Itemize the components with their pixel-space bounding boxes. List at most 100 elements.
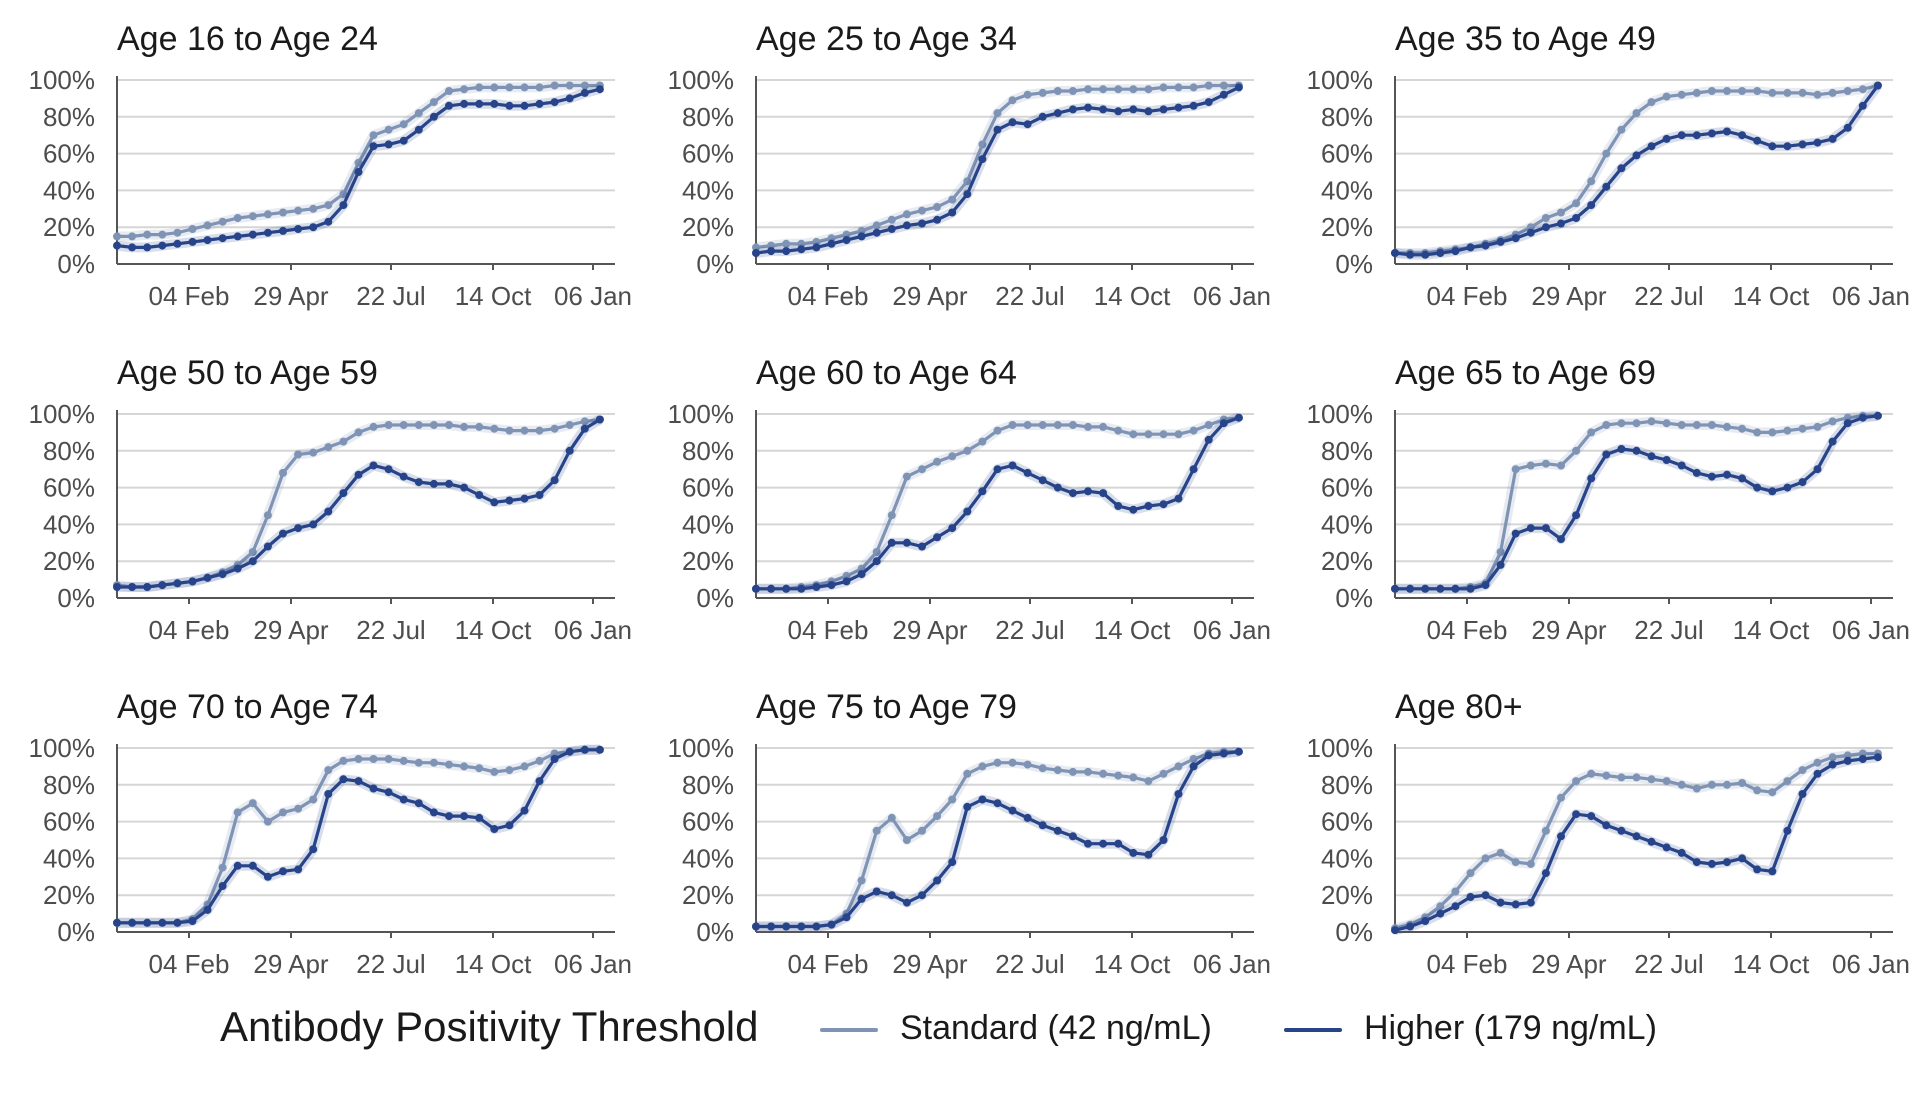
data-point-standard-42-ng-ml xyxy=(354,158,363,167)
data-point-standard-42-ng-ml xyxy=(429,98,438,107)
data-point-higher-179-ng-ml xyxy=(1813,138,1822,147)
data-point-higher-179-ng-ml xyxy=(933,533,942,542)
data-point-higher-179-ng-ml xyxy=(1662,456,1671,464)
data-point-higher-179-ng-ml xyxy=(1828,760,1837,769)
x-tick-label: 06 Jan xyxy=(554,281,632,311)
data-point-higher-179-ng-ml xyxy=(1707,129,1716,138)
x-tick-label: 29 Apr xyxy=(253,615,329,645)
data-point-standard-42-ng-ml xyxy=(279,808,287,817)
data-point-standard-42-ng-ml xyxy=(520,426,529,435)
data-point-higher-179-ng-ml xyxy=(752,584,760,593)
data-point-higher-179-ng-ml xyxy=(158,581,167,590)
data-point-higher-179-ng-ml xyxy=(1843,419,1852,428)
data-point-standard-42-ng-ml xyxy=(1023,760,1032,769)
data-point-standard-42-ng-ml xyxy=(263,817,272,826)
data-point-higher-179-ng-ml xyxy=(978,487,987,496)
data-point-higher-179-ng-ml xyxy=(339,775,348,784)
data-point-standard-42-ng-ml xyxy=(1798,88,1807,97)
data-point-higher-179-ng-ml xyxy=(857,232,866,241)
data-point-higher-179-ng-ml xyxy=(158,918,167,927)
data-point-higher-179-ng-ml xyxy=(1038,476,1047,485)
data-point-higher-179-ng-ml xyxy=(1008,461,1017,470)
data-point-standard-42-ng-ml xyxy=(1219,81,1228,90)
data-point-higher-179-ng-ml xyxy=(1008,806,1017,815)
y-tick-label: 40% xyxy=(682,175,734,205)
panel-title-age-65-to-age-69: Age 65 to Age 69 xyxy=(1395,354,1656,392)
data-point-higher-179-ng-ml xyxy=(475,99,484,108)
data-point-standard-42-ng-ml xyxy=(1526,859,1535,868)
data-point-higher-179-ng-ml xyxy=(1798,478,1807,487)
data-point-higher-179-ng-ml xyxy=(384,140,393,149)
data-point-higher-179-ng-ml xyxy=(550,476,559,485)
data-point-standard-42-ng-ml xyxy=(1783,88,1792,97)
data-point-standard-42-ng-ml xyxy=(948,795,957,804)
data-point-higher-179-ng-ml xyxy=(887,891,896,900)
data-point-standard-42-ng-ml xyxy=(1632,419,1641,428)
series-ribbon-standard-42-ng-ml xyxy=(1395,410,1878,594)
panel-title-age-16-to-age-24: Age 16 to Age 24 xyxy=(117,20,378,58)
y-tick-label: 60% xyxy=(682,807,734,837)
y-tick-label: 100% xyxy=(29,399,96,429)
data-point-higher-179-ng-ml xyxy=(460,812,469,821)
y-tick-label: 60% xyxy=(43,473,95,503)
data-point-standard-42-ng-ml xyxy=(1753,786,1762,795)
data-point-standard-42-ng-ml xyxy=(1144,777,1153,786)
data-point-standard-42-ng-ml xyxy=(1813,758,1822,767)
y-tick-label: 80% xyxy=(43,436,95,466)
data-point-standard-42-ng-ml xyxy=(1768,428,1777,437)
x-tick-label: 06 Jan xyxy=(1832,949,1910,979)
panel-age-60-to-age-64: Age 60 to Age 64 0% 20% 40% 60% 80% 100% 04 Feb… xyxy=(668,354,1272,645)
data-point-higher-179-ng-ml xyxy=(1783,826,1792,835)
data-point-standard-42-ng-ml xyxy=(1189,426,1198,435)
data-point-standard-42-ng-ml xyxy=(1707,421,1716,429)
data-point-higher-179-ng-ml xyxy=(1406,250,1415,259)
data-point-higher-179-ng-ml xyxy=(1798,140,1807,149)
data-point-standard-42-ng-ml xyxy=(1723,422,1731,431)
data-point-higher-179-ng-ml xyxy=(218,234,227,243)
data-point-higher-179-ng-ml xyxy=(1114,107,1123,116)
data-point-standard-42-ng-ml xyxy=(475,83,484,92)
data-point-higher-179-ng-ml xyxy=(1692,468,1701,477)
data-point-higher-179-ng-ml xyxy=(1858,101,1867,110)
data-point-higher-179-ng-ml xyxy=(1391,926,1399,935)
data-point-standard-42-ng-ml xyxy=(1144,430,1153,439)
data-point-higher-179-ng-ml xyxy=(1496,560,1505,569)
data-point-higher-179-ng-ml xyxy=(490,498,499,507)
data-point-higher-179-ng-ml xyxy=(1843,123,1852,132)
y-tick-label: 100% xyxy=(1307,399,1374,429)
y-tick-label: 20% xyxy=(682,212,734,242)
data-point-higher-179-ng-ml xyxy=(1496,237,1505,246)
y-tick-label: 20% xyxy=(682,546,734,576)
data-point-standard-42-ng-ml xyxy=(580,81,589,90)
panel-age-50-to-age-59: Age 50 to Age 59 0% 20% 40% 60% 80% 100% 04 Feb… xyxy=(29,354,633,645)
data-point-standard-42-ng-ml xyxy=(1496,548,1505,556)
data-point-higher-179-ng-ml xyxy=(399,795,408,804)
data-point-higher-179-ng-ml xyxy=(782,584,791,593)
data-point-standard-42-ng-ml xyxy=(1723,87,1731,95)
data-point-higher-179-ng-ml xyxy=(902,538,911,547)
data-point-higher-179-ng-ml xyxy=(1828,134,1837,143)
data-point-higher-179-ng-ml xyxy=(767,922,776,931)
data-point-standard-42-ng-ml xyxy=(354,428,363,437)
y-tick-label: 80% xyxy=(43,770,95,800)
panel-title-age-60-to-age-64: Age 60 to Age 64 xyxy=(756,354,1017,392)
data-point-standard-42-ng-ml xyxy=(1768,788,1777,797)
data-point-higher-179-ng-ml xyxy=(1526,228,1535,237)
data-point-higher-179-ng-ml xyxy=(248,861,257,870)
data-point-higher-179-ng-ml xyxy=(1421,917,1430,925)
y-tick-label: 80% xyxy=(1321,102,1373,132)
data-point-standard-42-ng-ml xyxy=(1099,769,1108,778)
data-point-higher-179-ng-ml xyxy=(1632,151,1641,160)
data-point-higher-179-ng-ml xyxy=(1526,524,1535,533)
data-point-standard-42-ng-ml xyxy=(399,421,408,429)
data-point-standard-42-ng-ml xyxy=(1129,773,1138,782)
data-point-standard-42-ng-ml xyxy=(1738,779,1747,787)
data-point-standard-42-ng-ml xyxy=(902,210,911,219)
y-tick-label: 80% xyxy=(43,102,95,132)
data-point-higher-179-ng-ml xyxy=(1783,142,1792,151)
data-point-higher-179-ng-ml xyxy=(978,795,987,804)
data-point-standard-42-ng-ml xyxy=(1189,83,1198,92)
y-tick-label: 40% xyxy=(1321,175,1373,205)
data-point-higher-179-ng-ml xyxy=(1038,821,1047,830)
data-point-higher-179-ng-ml xyxy=(565,747,574,756)
